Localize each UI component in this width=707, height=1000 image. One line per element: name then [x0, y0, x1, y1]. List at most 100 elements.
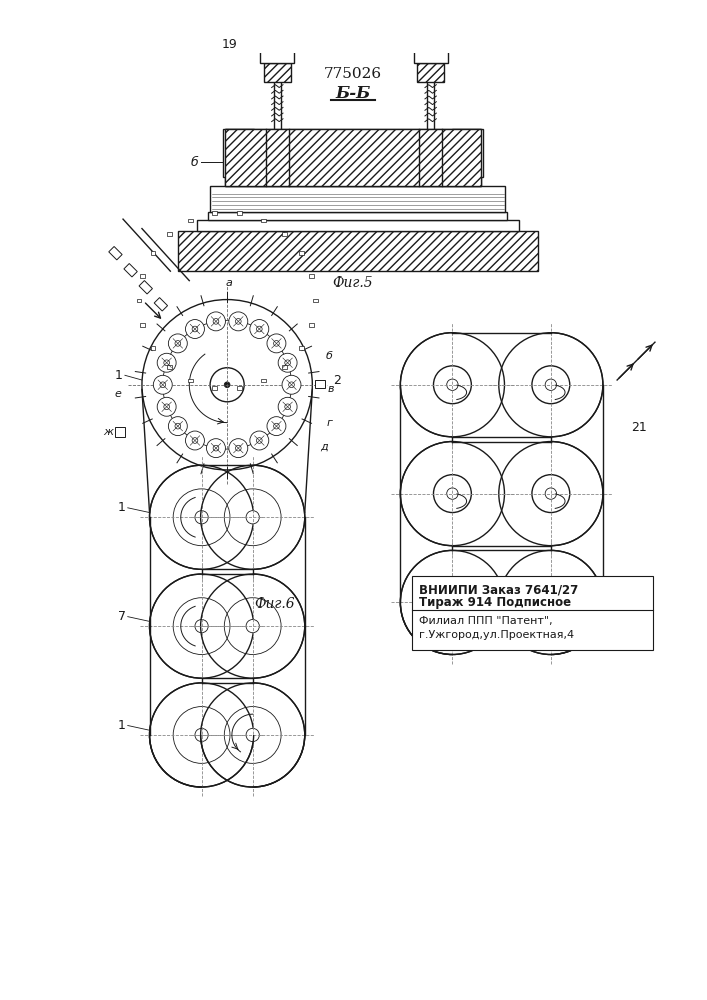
- Bar: [452, 129, 481, 186]
- Bar: [238, 386, 242, 390]
- Bar: [208, 212, 508, 220]
- Circle shape: [175, 341, 181, 346]
- Text: Филиал ППП "Патент",: Филиал ППП "Патент",: [419, 616, 553, 626]
- Bar: [140, 274, 145, 278]
- Circle shape: [206, 439, 226, 458]
- Circle shape: [250, 320, 269, 338]
- Circle shape: [246, 728, 259, 742]
- Bar: [178, 231, 537, 271]
- Bar: [262, 379, 266, 382]
- Circle shape: [235, 319, 241, 324]
- Bar: [167, 232, 172, 236]
- Circle shape: [250, 431, 269, 450]
- Circle shape: [213, 445, 218, 451]
- Text: 1: 1: [115, 369, 123, 382]
- Circle shape: [229, 439, 247, 458]
- Bar: [260, 16, 294, 63]
- Bar: [188, 219, 193, 222]
- Circle shape: [545, 597, 556, 608]
- Circle shape: [257, 326, 262, 332]
- Text: ВНИИПИ Заказ 7641/27: ВНИИПИ Заказ 7641/27: [419, 584, 578, 597]
- Bar: [264, 63, 291, 82]
- Bar: [309, 323, 314, 327]
- Text: б: б: [191, 156, 199, 169]
- Text: 15: 15: [233, 0, 249, 2]
- Circle shape: [267, 417, 286, 436]
- Bar: [115, 427, 125, 437]
- Circle shape: [195, 511, 208, 524]
- Bar: [254, 129, 452, 186]
- Circle shape: [282, 375, 301, 394]
- Circle shape: [213, 319, 218, 324]
- Bar: [312, 299, 317, 302]
- Bar: [197, 220, 519, 231]
- Text: Фиг.5: Фиг.5: [333, 276, 373, 290]
- Text: д: д: [320, 441, 327, 451]
- Bar: [154, 298, 168, 311]
- Circle shape: [229, 312, 247, 331]
- Bar: [266, 0, 288, 16]
- Text: г.Ужгород,ул.Проектная,4: г.Ужгород,ул.Проектная,4: [419, 630, 574, 640]
- Text: а: а: [226, 278, 233, 288]
- Text: 7: 7: [118, 610, 126, 623]
- Circle shape: [168, 417, 187, 436]
- Circle shape: [192, 326, 198, 332]
- Bar: [282, 232, 287, 236]
- Circle shape: [185, 431, 204, 450]
- Text: б: б: [326, 351, 333, 361]
- Text: 775026: 775026: [324, 67, 382, 81]
- Bar: [151, 346, 156, 350]
- Bar: [262, 219, 266, 222]
- Bar: [266, 129, 288, 186]
- Bar: [414, 16, 448, 63]
- Bar: [212, 211, 217, 215]
- Circle shape: [278, 397, 297, 416]
- Circle shape: [164, 360, 170, 366]
- Bar: [226, 129, 481, 186]
- Circle shape: [285, 404, 291, 410]
- Circle shape: [257, 438, 262, 443]
- Text: 1: 1: [118, 719, 126, 732]
- Bar: [282, 365, 287, 369]
- Circle shape: [224, 382, 230, 388]
- Bar: [419, 0, 442, 16]
- Circle shape: [195, 728, 208, 742]
- Text: 21: 21: [631, 421, 647, 434]
- Bar: [109, 246, 122, 260]
- Text: ж: ж: [103, 427, 114, 437]
- Circle shape: [267, 334, 286, 353]
- Text: Б-Б: Б-Б: [335, 85, 370, 102]
- Bar: [136, 299, 141, 302]
- Circle shape: [185, 320, 204, 338]
- Text: г: г: [327, 418, 332, 428]
- Bar: [210, 186, 506, 212]
- Circle shape: [195, 619, 208, 633]
- Circle shape: [447, 379, 458, 390]
- Circle shape: [192, 438, 198, 443]
- Circle shape: [278, 353, 297, 372]
- Circle shape: [175, 423, 181, 429]
- Bar: [411, 576, 653, 650]
- Circle shape: [447, 597, 458, 608]
- Circle shape: [153, 375, 173, 394]
- Bar: [226, 129, 481, 186]
- Circle shape: [246, 511, 259, 524]
- Circle shape: [274, 341, 279, 346]
- Bar: [452, 129, 483, 177]
- Circle shape: [285, 360, 291, 366]
- Circle shape: [274, 423, 279, 429]
- Text: 19: 19: [222, 38, 238, 51]
- Circle shape: [288, 382, 294, 388]
- Bar: [309, 274, 314, 278]
- Text: в: в: [328, 384, 334, 394]
- Circle shape: [168, 334, 187, 353]
- Text: е: е: [115, 389, 122, 399]
- Circle shape: [164, 404, 170, 410]
- Circle shape: [157, 353, 176, 372]
- Circle shape: [447, 488, 458, 499]
- Bar: [223, 129, 254, 177]
- Circle shape: [545, 379, 556, 390]
- Bar: [417, 63, 444, 82]
- Text: 2: 2: [333, 374, 341, 387]
- Bar: [140, 323, 145, 327]
